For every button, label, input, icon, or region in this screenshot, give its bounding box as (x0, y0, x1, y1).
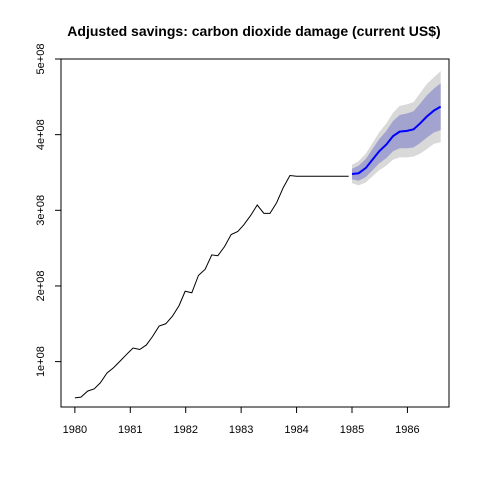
history-line (74, 174, 349, 399)
x-tick-label: 1984 (284, 424, 308, 436)
chart-title: Adjusted savings: carbon dioxide damage … (67, 23, 440, 39)
y-tick-label: 4e+08 (35, 119, 47, 150)
x-tick-label: 1983 (229, 424, 253, 436)
x-tick-label: 1980 (63, 424, 87, 436)
x-tick-label: 1986 (395, 424, 419, 436)
y-tick-label: 2e+08 (35, 271, 47, 302)
y-tick-label: 1e+08 (35, 346, 47, 377)
y-tick-label: 3e+08 (35, 195, 47, 226)
y-tick-label: 5e+08 (35, 44, 47, 75)
x-tick-label: 1981 (118, 424, 142, 436)
band-80 (352, 83, 441, 181)
forecast-line (351, 105, 442, 175)
plot-frame (60, 58, 450, 408)
series-lines (74, 105, 442, 399)
x-axis: 1980 1981 1982 1983 1984 1985 1986 (63, 406, 420, 436)
x-tick-label: 1982 (173, 424, 197, 436)
y-axis: 1e+08 2e+08 3e+08 4e+08 5e+08 (35, 44, 62, 377)
x-tick-label: 1985 (340, 424, 364, 436)
